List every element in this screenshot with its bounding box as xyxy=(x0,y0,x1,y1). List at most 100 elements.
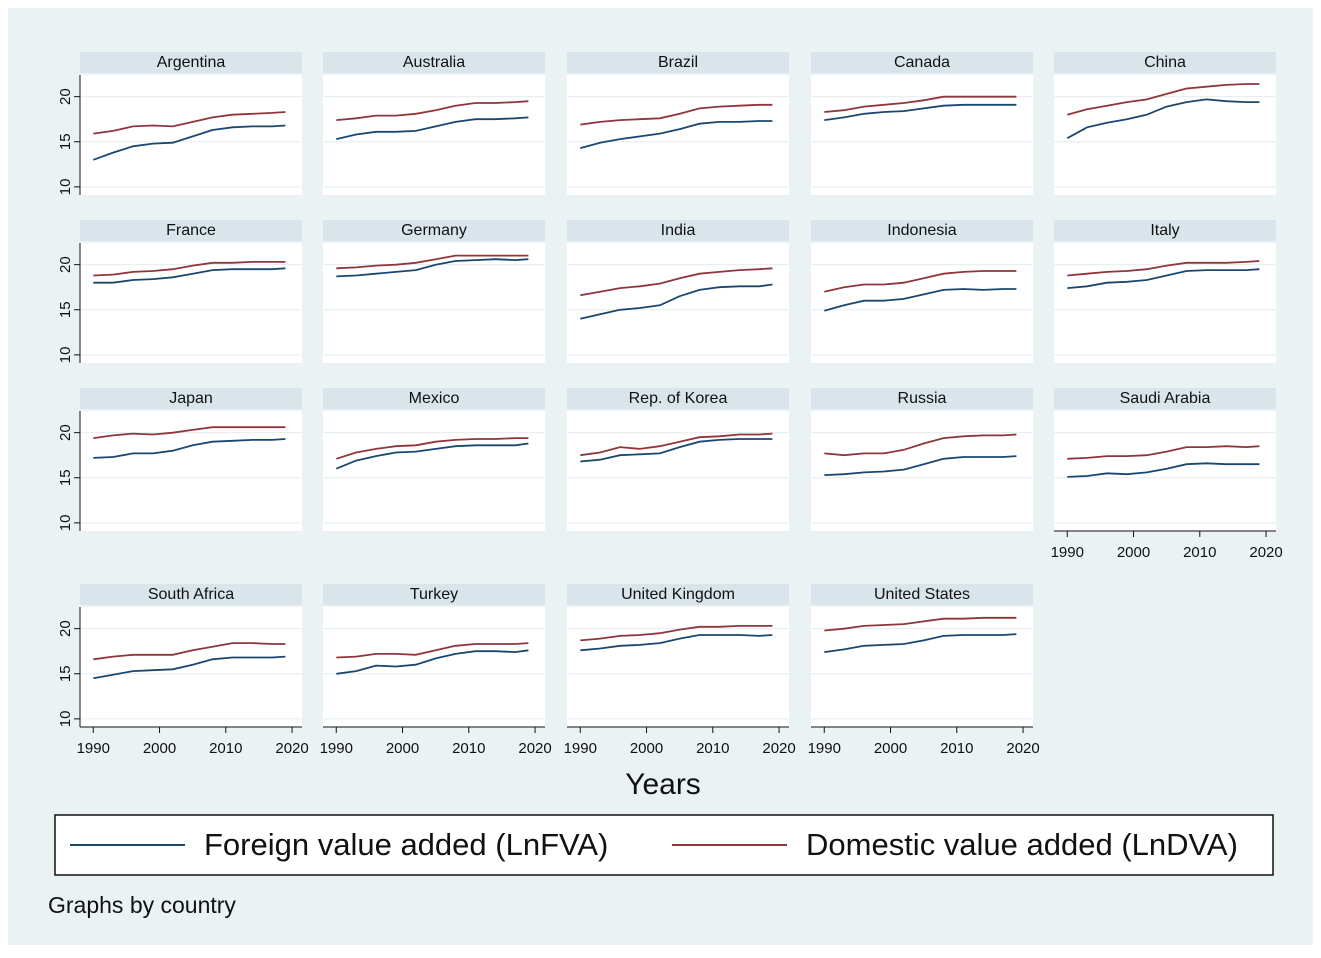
series-line xyxy=(336,649,529,675)
plot-area xyxy=(323,75,545,195)
panel-title: Japan xyxy=(169,390,213,407)
series-line xyxy=(93,267,286,284)
panel-title: China xyxy=(1144,54,1186,71)
y-tick-label: 10 xyxy=(57,515,74,532)
panel-strip xyxy=(323,220,545,241)
y-tick-label: 10 xyxy=(57,179,74,196)
plot-area xyxy=(80,411,302,531)
plot-area xyxy=(80,243,302,363)
series-line xyxy=(93,655,286,680)
plot-area xyxy=(567,75,789,195)
panel-strip xyxy=(811,388,1033,409)
plot-area xyxy=(811,411,1033,531)
y-tick-label: 20 xyxy=(57,88,74,105)
panel-strip xyxy=(811,220,1033,241)
y-tick-label: 20 xyxy=(57,424,74,441)
panel-title: Germany xyxy=(401,222,467,239)
y-tick-label: 15 xyxy=(57,301,74,318)
series-line xyxy=(336,116,529,140)
series-line xyxy=(580,120,773,149)
series-line xyxy=(1067,445,1260,460)
x-tick-label: 2010 xyxy=(940,740,973,757)
x-tick-label: 2000 xyxy=(143,740,176,757)
x-tick-label: 2000 xyxy=(1117,544,1150,561)
series-line xyxy=(580,625,773,642)
x-tick-label: 2020 xyxy=(1249,544,1282,561)
plot-area xyxy=(1054,411,1276,531)
legend-box xyxy=(54,814,1274,876)
panel-strip xyxy=(567,388,789,409)
series-line xyxy=(93,111,286,135)
series-line xyxy=(336,100,529,121)
y-tick-label: 10 xyxy=(57,347,74,364)
panel-strip xyxy=(323,584,545,605)
panel-strip xyxy=(567,220,789,241)
series-line xyxy=(824,433,1017,457)
series-line xyxy=(824,270,1017,293)
series-line xyxy=(824,288,1017,312)
plot-area xyxy=(1054,243,1276,363)
series-line xyxy=(580,103,773,126)
panel-strip xyxy=(1054,220,1276,241)
panel-strip xyxy=(80,388,302,409)
series-line xyxy=(580,432,773,457)
x-tick-label: 1990 xyxy=(320,740,353,757)
series-line xyxy=(336,437,529,460)
panel-title: United States xyxy=(874,586,970,603)
y-tick-label: 10 xyxy=(57,711,74,728)
panel-title: France xyxy=(166,222,216,239)
series-line xyxy=(336,254,529,270)
plot-area xyxy=(80,607,302,727)
panel-strip xyxy=(811,584,1033,605)
x-tick-label: 2010 xyxy=(696,740,729,757)
series-line xyxy=(824,633,1017,653)
panel-strip xyxy=(323,388,545,409)
panel-strip xyxy=(1054,388,1276,409)
series-line xyxy=(824,455,1017,476)
panel-title: Italy xyxy=(1150,222,1179,239)
series-line xyxy=(580,283,773,320)
panel-strip xyxy=(567,52,789,73)
series-line xyxy=(824,616,1017,632)
legend-label: Domestic value added (LnDVA) xyxy=(806,827,1238,862)
series-line xyxy=(1067,462,1260,478)
x-tick-label: 2010 xyxy=(209,740,242,757)
panel-title: Rep. of Korea xyxy=(629,390,728,407)
panel-strip xyxy=(80,220,302,241)
panel-strip xyxy=(567,584,789,605)
plot-area xyxy=(811,607,1033,727)
x-tick-label: 1990 xyxy=(808,740,841,757)
panel-strip xyxy=(811,52,1033,73)
series-line xyxy=(335,442,529,470)
plot-area xyxy=(323,243,545,363)
y-tick-label: 15 xyxy=(57,665,74,682)
x-tick-label: 1990 xyxy=(1051,544,1084,561)
note: Graphs by country xyxy=(48,892,236,918)
panel-title: Australia xyxy=(403,54,465,71)
x-tick-label: 2000 xyxy=(874,740,907,757)
panel-title: Indonesia xyxy=(887,222,956,239)
series-line xyxy=(336,258,529,278)
series-line xyxy=(1067,83,1260,116)
series-line xyxy=(93,642,286,661)
panel-strip xyxy=(323,52,545,73)
series-line xyxy=(824,95,1017,113)
y-tick-label: 15 xyxy=(57,469,74,486)
panel-title: India xyxy=(661,222,696,239)
plot-area xyxy=(323,607,545,727)
panel-title: South Africa xyxy=(148,586,234,603)
x-tick-label: 2020 xyxy=(1006,740,1039,757)
series-line xyxy=(336,642,529,659)
x-tick-label: 1990 xyxy=(564,740,597,757)
series-line xyxy=(580,634,773,652)
x-axis-label: Years xyxy=(625,768,701,801)
x-tick-label: 2000 xyxy=(630,740,663,757)
plot-area xyxy=(1054,75,1276,195)
series-line xyxy=(580,438,773,463)
y-tick-label: 20 xyxy=(57,620,74,637)
series-line xyxy=(580,267,773,297)
x-tick-label: 2020 xyxy=(762,740,795,757)
y-tick-label: 20 xyxy=(57,256,74,273)
legend-label: Foreign value added (LnFVA) xyxy=(204,827,608,862)
